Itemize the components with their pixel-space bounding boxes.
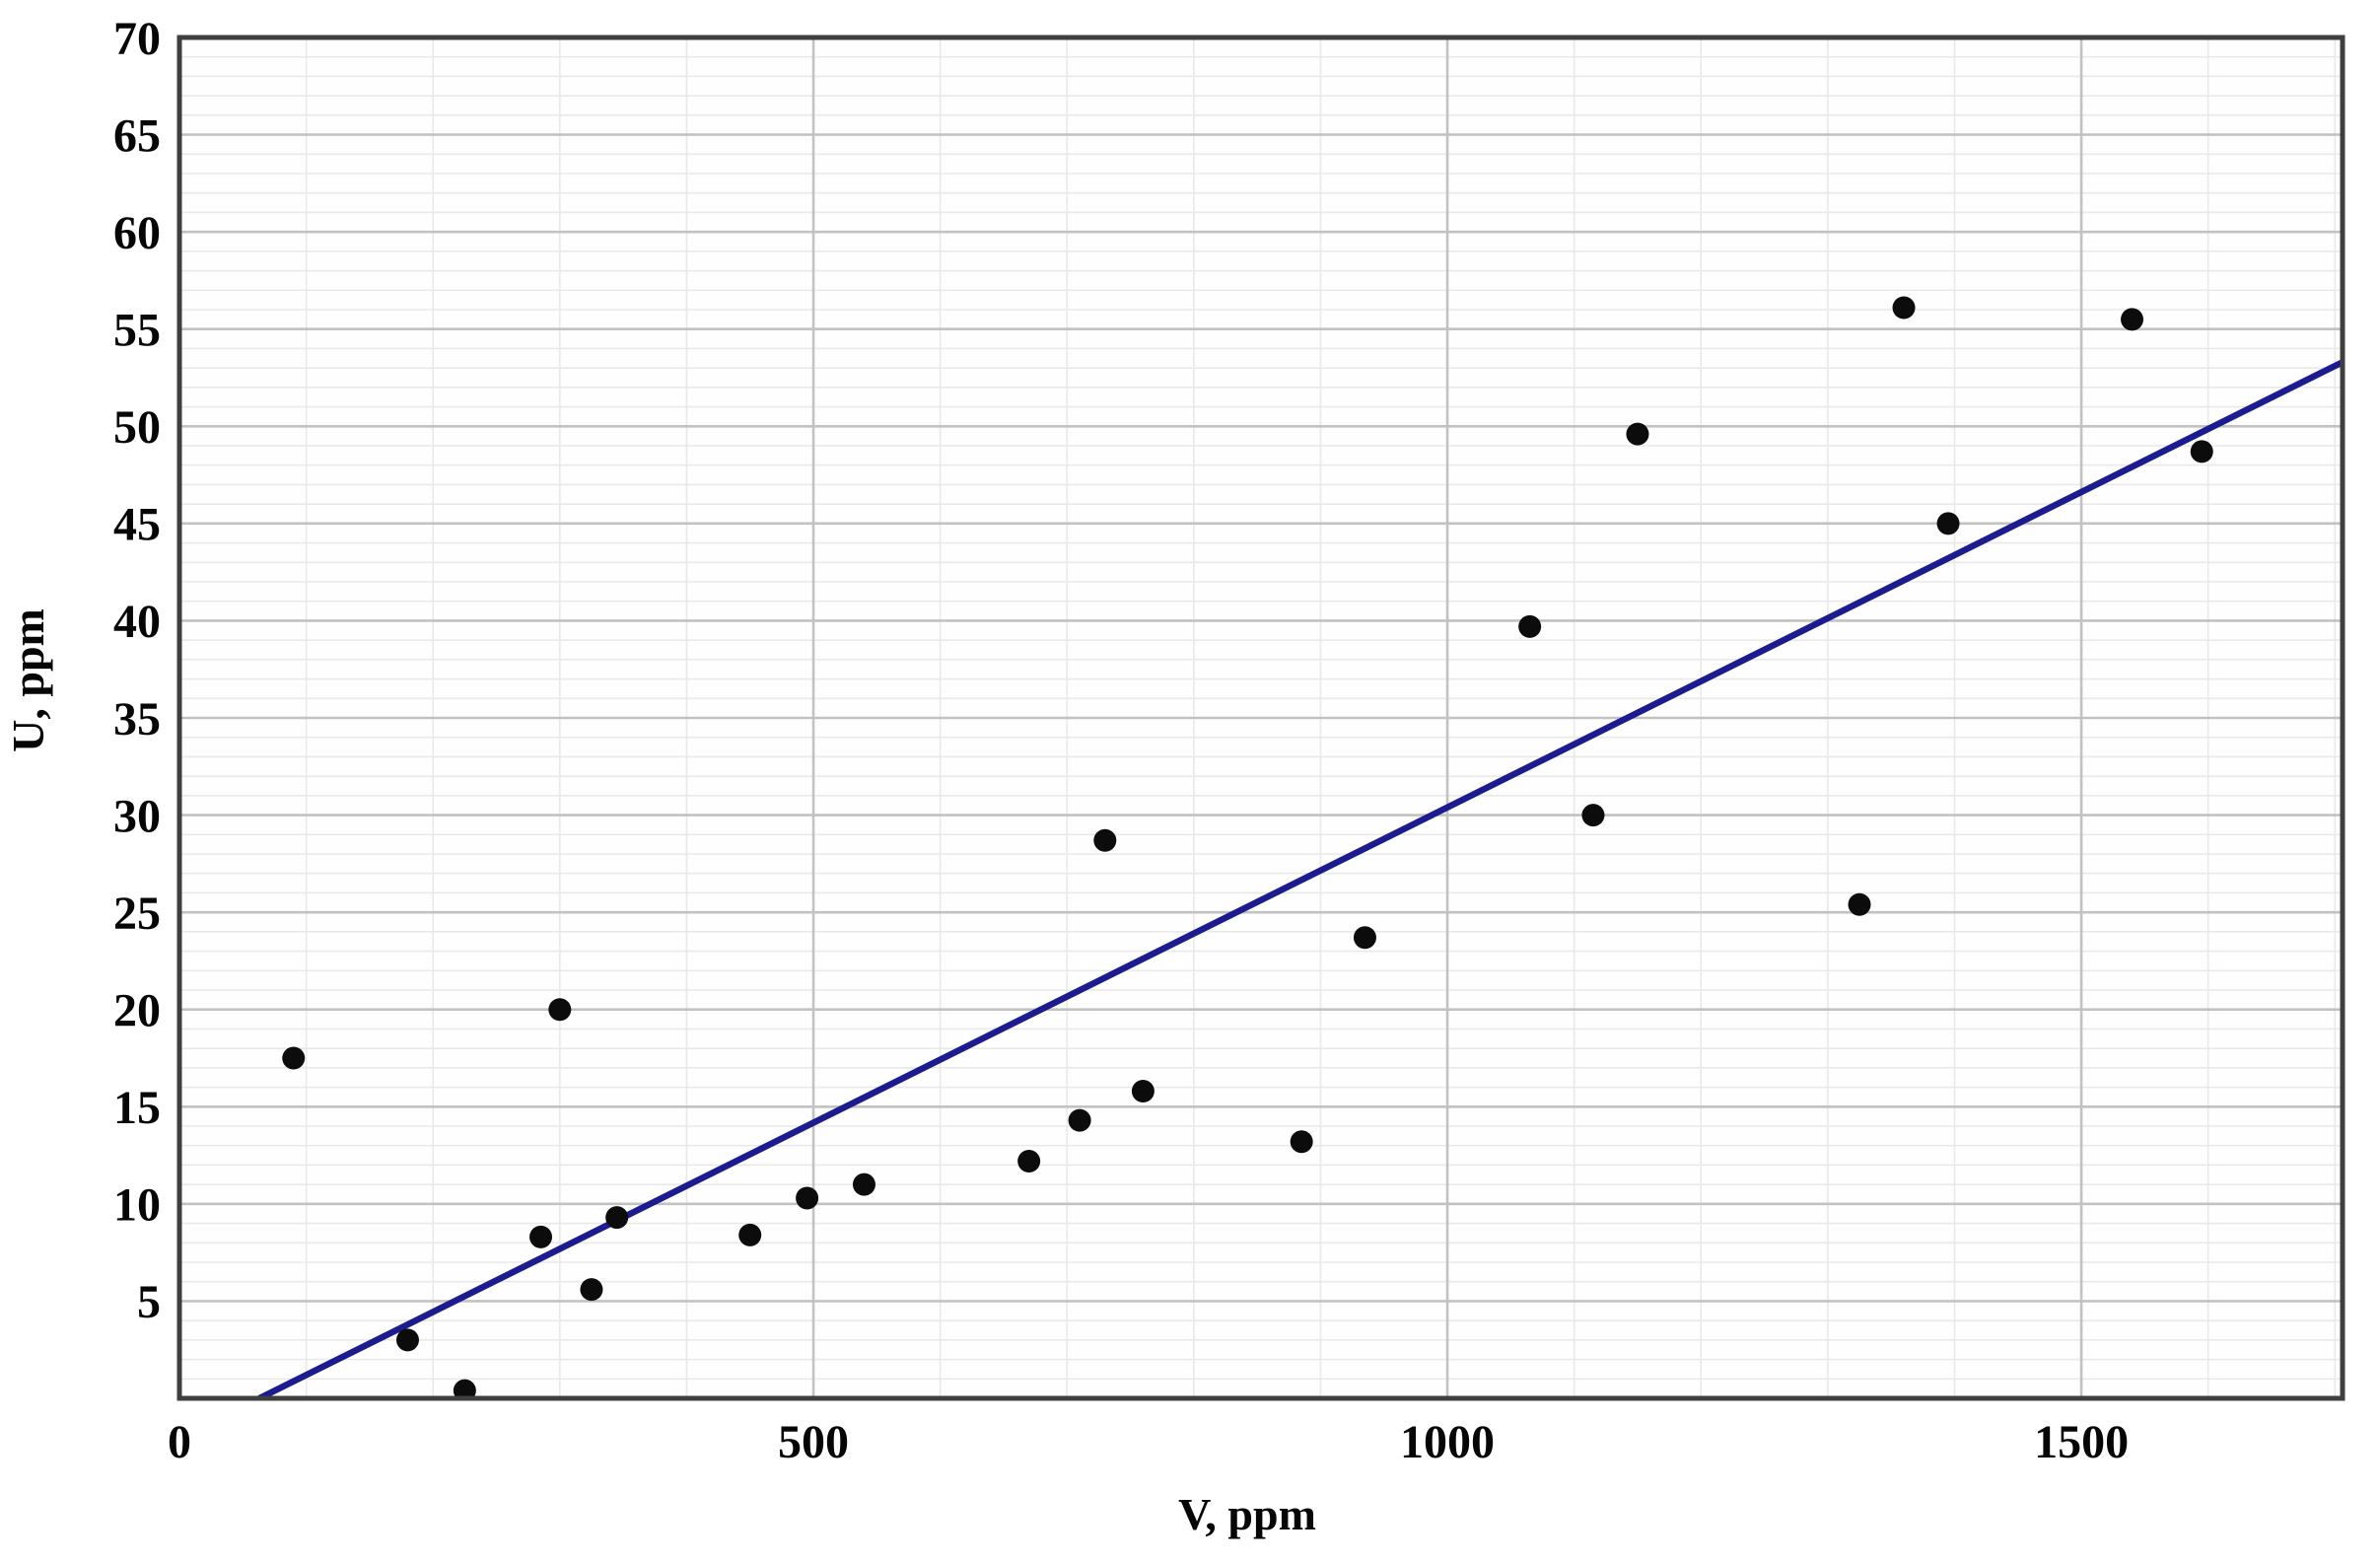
- data-point: [1518, 614, 1542, 638]
- data-point: [796, 1186, 819, 1210]
- data-point: [1626, 422, 1649, 446]
- data-point: [1892, 296, 1916, 320]
- data-point: [1290, 1130, 1313, 1154]
- y-tick-label: 5: [137, 1276, 161, 1328]
- data-point: [738, 1223, 762, 1246]
- data-point: [1848, 892, 1871, 916]
- y-tick-label: 70: [113, 13, 161, 65]
- y-tick-label: 50: [113, 401, 161, 454]
- data-point: [395, 1328, 419, 1352]
- x-tick-label: 0: [168, 1416, 191, 1468]
- data-point: [453, 1379, 476, 1398]
- data-point: [2190, 440, 2213, 463]
- y-tick-label: 60: [113, 207, 161, 259]
- data-point: [548, 998, 572, 1022]
- trend-line: [257, 359, 2343, 1398]
- y-tick-label: 20: [113, 985, 161, 1037]
- data-point: [1068, 1108, 1091, 1132]
- x-tick-label: 500: [778, 1416, 849, 1468]
- data-point: [282, 1046, 306, 1070]
- x-axis-tick-labels: 0 500 1000 1500: [168, 1416, 2129, 1468]
- data-point: [852, 1173, 875, 1196]
- data-point: [1131, 1080, 1155, 1103]
- data-point: [580, 1278, 603, 1302]
- plot-border: [176, 35, 2345, 1401]
- data-point: [529, 1225, 553, 1248]
- y-tick-label: 30: [113, 790, 161, 842]
- y-tick-label: 40: [113, 596, 161, 648]
- y-tick-label: 55: [113, 305, 161, 357]
- x-tick-label: 1000: [1400, 1416, 1495, 1468]
- y-tick-label: 25: [113, 888, 161, 940]
- data-point: [1936, 512, 1960, 535]
- y-tick-label: 35: [113, 693, 161, 746]
- y-axis-tick-labels: 5 10 15 20 25 30 35 40 45 50 55 60 65 70: [113, 13, 161, 1328]
- y-tick-label: 15: [113, 1082, 161, 1134]
- data-points: [282, 296, 2213, 1398]
- x-tick-label: 1500: [2034, 1416, 2129, 1468]
- y-tick-label: 10: [113, 1179, 161, 1232]
- data-point: [2121, 308, 2144, 331]
- data-point: [1017, 1149, 1041, 1173]
- data-point: [1093, 828, 1117, 852]
- gridlines-major: [179, 37, 2343, 1398]
- y-tick-label: 65: [113, 109, 161, 162]
- data-point: [605, 1206, 629, 1230]
- x-axis-title: V, ppm: [1178, 1489, 1316, 1539]
- y-tick-label: 45: [113, 499, 161, 551]
- data-point: [1581, 804, 1605, 827]
- y-axis-title: U, ppm: [3, 608, 53, 752]
- data-point: [1353, 926, 1376, 950]
